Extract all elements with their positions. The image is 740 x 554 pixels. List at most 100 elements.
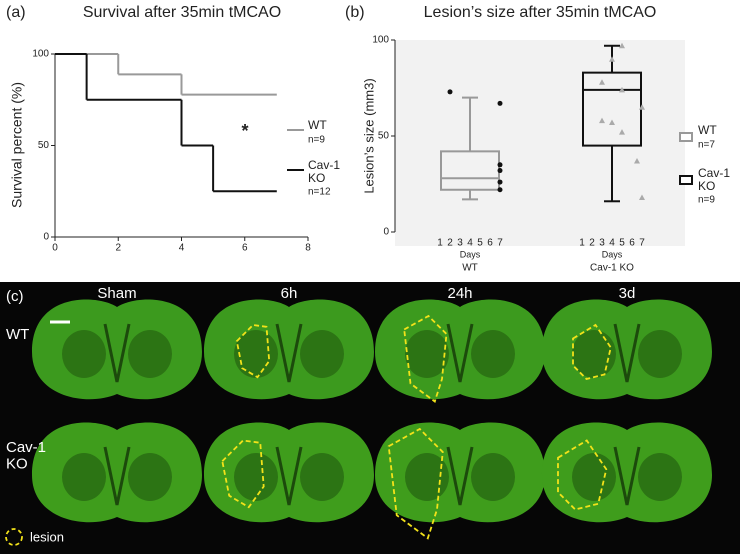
- legend-note: n=9: [308, 135, 325, 146]
- column-label: 3d: [619, 285, 636, 302]
- brain-section: [542, 422, 712, 523]
- x-axis-label: Days: [602, 249, 623, 259]
- x-tick-label: 7: [639, 238, 645, 249]
- tissue: [32, 299, 202, 400]
- tissue: [32, 422, 202, 523]
- x-tick-label: 2: [115, 243, 121, 254]
- micrographs: Sham 6h 24h 3d WT Cav-1 KO lesion: [5, 285, 712, 546]
- brain-section: [542, 299, 712, 400]
- ventricle: [446, 446, 474, 506]
- chart-title: Survival after 35min tMCAO: [83, 4, 281, 21]
- y-axis-label: Survival percent (%): [9, 82, 25, 208]
- tissue: [375, 422, 545, 523]
- data-point: [619, 129, 625, 135]
- legend-label: Cav-1 KO: [698, 166, 730, 193]
- x-tick-label: 7: [497, 238, 503, 249]
- lesion-outline: [403, 314, 448, 403]
- lesion-outline: [235, 324, 271, 379]
- x-tick-label: 5: [619, 238, 625, 249]
- x-tick-label: 4: [609, 238, 615, 249]
- lesion-outline: [387, 427, 444, 540]
- column-label: Sham: [97, 285, 136, 302]
- data-point: [609, 119, 615, 126]
- x-tick-label: 1: [437, 238, 443, 249]
- data-point: [497, 168, 503, 174]
- data-point: [447, 89, 453, 95]
- box: [582, 71, 642, 147]
- ventricle: [446, 323, 474, 383]
- legend-swatch: [679, 175, 693, 185]
- column-label: 24h: [447, 285, 472, 302]
- striatum: [471, 453, 515, 501]
- data-point: [619, 86, 625, 93]
- striatum: [234, 330, 278, 378]
- striatum: [128, 453, 172, 501]
- legend-label: WT: [308, 118, 327, 132]
- data-point: [497, 179, 503, 185]
- y-tick-label: 50: [378, 131, 390, 142]
- x-tick-label: 6: [242, 243, 248, 254]
- group-label: Cav-1 KO: [590, 263, 634, 274]
- striatum: [62, 330, 106, 378]
- x-tick-label: 0: [52, 243, 58, 254]
- y-tick-label: 100: [372, 35, 389, 46]
- data-point: [639, 194, 645, 200]
- group-label: WT: [462, 263, 478, 274]
- lesion-key: [5, 528, 23, 546]
- legend-swatch: [679, 132, 693, 142]
- x-tick-label: 2: [589, 238, 595, 249]
- lesion-outline: [572, 323, 612, 380]
- legend-label: Cav-1 KO: [308, 158, 340, 185]
- striatum: [300, 330, 344, 378]
- legend-note: n=12: [308, 187, 331, 198]
- column-label: 6h: [281, 285, 298, 302]
- chart-title: Lesion’s size after 35min tMCAO: [424, 4, 657, 21]
- legend-note: n=7: [698, 140, 715, 151]
- row-label: Cav-1 KO: [6, 439, 46, 473]
- ventricle: [275, 323, 303, 383]
- x-tick-label: 4: [467, 238, 473, 249]
- tissue: [204, 422, 374, 523]
- y-tick-label: 0: [383, 227, 389, 238]
- x-tick-label: 5: [477, 238, 483, 249]
- data-point: [599, 117, 605, 124]
- striatum: [300, 453, 344, 501]
- x-tick-label: 2: [447, 238, 453, 249]
- ventricle: [275, 446, 303, 506]
- tissue: [542, 422, 712, 523]
- x-tick-label: 8: [305, 243, 311, 254]
- striatum: [471, 330, 515, 378]
- striatum: [128, 330, 172, 378]
- y-axis-label: Lesion’s size (mm3): [361, 78, 376, 193]
- striatum: [572, 330, 616, 378]
- panel-label: (b): [345, 4, 365, 21]
- tissue: [375, 299, 545, 400]
- brain-section: [375, 299, 545, 403]
- striatum: [572, 453, 616, 501]
- annotation: *: [241, 121, 248, 141]
- x-tick-label: 1: [579, 238, 585, 249]
- data-point: [609, 56, 615, 62]
- lesion-outline: [557, 439, 608, 511]
- striatum: [405, 330, 449, 378]
- y-tick-label: 50: [38, 140, 50, 151]
- data-point: [619, 42, 625, 49]
- brain-section: [204, 422, 374, 523]
- data-point: [599, 79, 605, 85]
- row-label: WT: [6, 326, 29, 343]
- data-point: [497, 162, 503, 168]
- brain-section: [32, 299, 202, 400]
- brain-section: [204, 299, 374, 400]
- ventricle: [613, 446, 641, 506]
- ventricle: [103, 446, 131, 506]
- tissue: [204, 299, 374, 400]
- brain-section: [32, 422, 202, 523]
- x-tick-label: 3: [457, 238, 463, 249]
- striatum: [62, 453, 106, 501]
- striatum: [234, 453, 278, 501]
- data-point: [497, 100, 503, 106]
- x-tick-label: 6: [629, 238, 635, 249]
- x-tick-label: 3: [599, 238, 605, 249]
- striatum: [638, 453, 682, 501]
